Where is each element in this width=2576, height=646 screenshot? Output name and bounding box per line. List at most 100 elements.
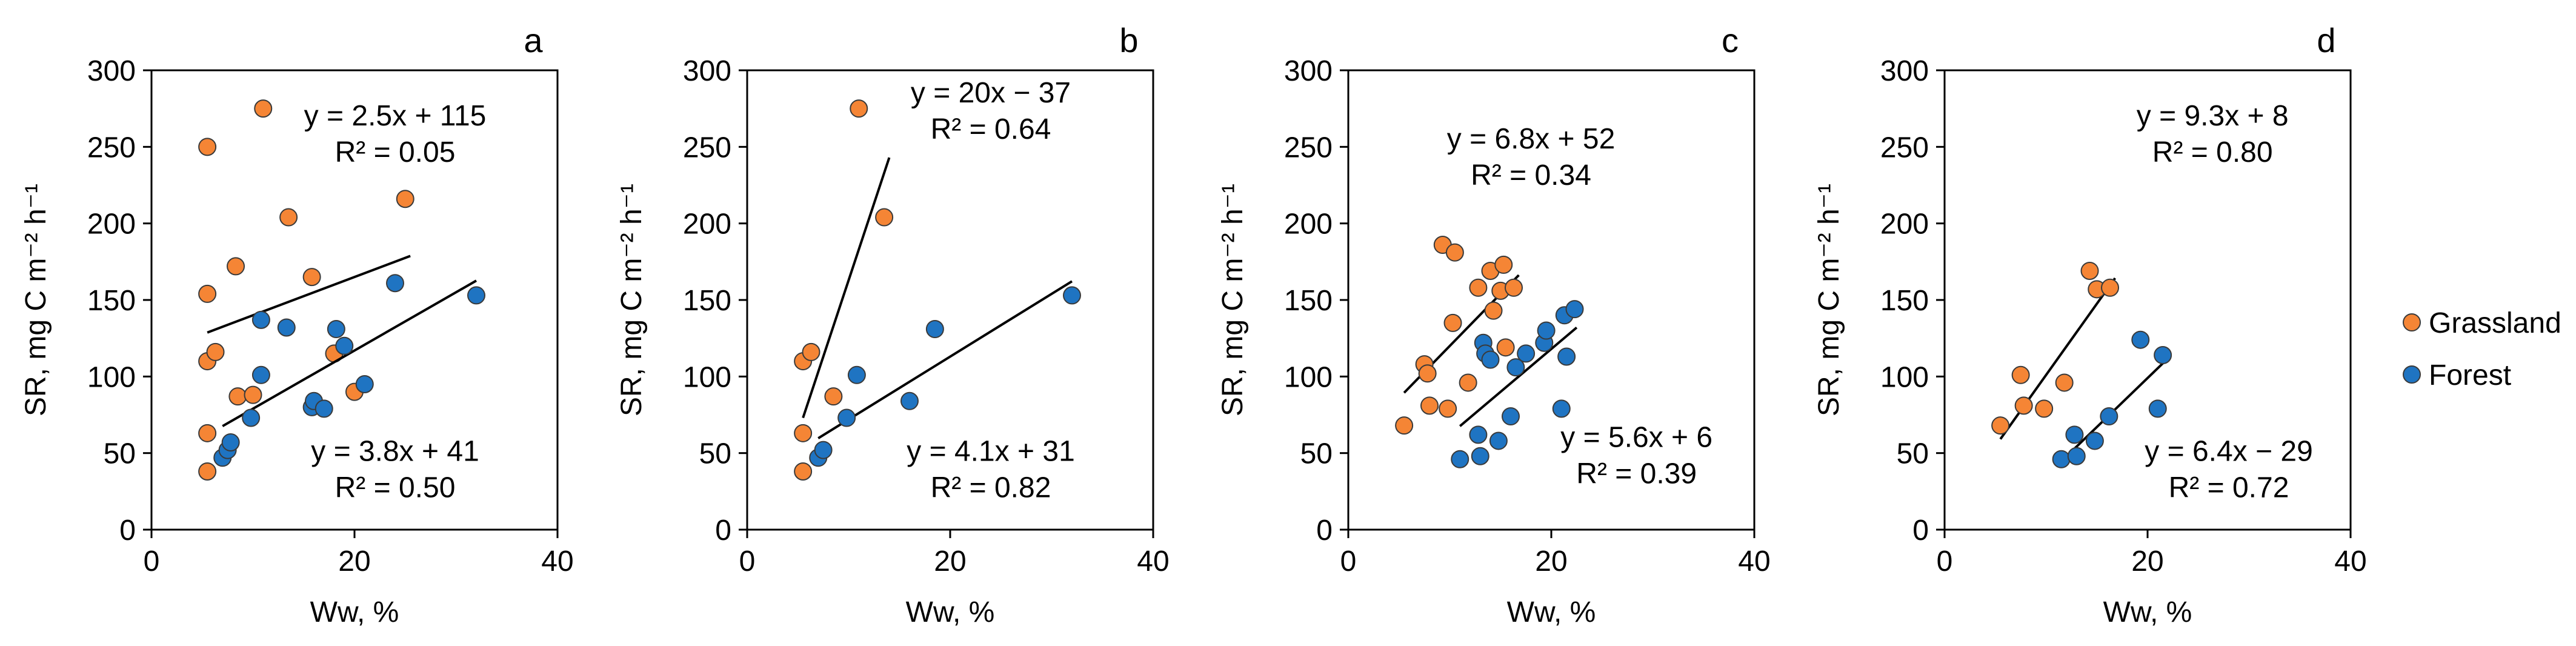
panel-a-forest-point [327, 320, 345, 339]
panel-a-y-axis-label: SR, mg C m⁻² h⁻¹ [20, 184, 52, 416]
panel-a-forest-point [277, 318, 296, 337]
panel-b-forest-point [847, 365, 866, 384]
legend-marker-forest [2403, 365, 2421, 384]
panel-a-y-tick-label: 50 [104, 438, 136, 470]
panel-b-forest-r-squared: R² = 0.82 [931, 471, 1051, 504]
panel-b-y-axis-label: SR, mg C m⁻² h⁻¹ [616, 184, 648, 416]
panel-c-grassland-point [1443, 313, 1462, 332]
panel-d-y-tick-label: 250 [1880, 132, 1929, 164]
panel-d-forest-point [2154, 345, 2172, 364]
panel-c-y-tick-label: 0 [1316, 514, 1333, 547]
panel-c-forest-point [1506, 358, 1525, 377]
panel-b-grassland-equation: y = 20x − 37 [911, 77, 1071, 109]
panel-b-y-tick-label: 0 [715, 514, 731, 547]
panel-a-grassland-point [228, 387, 247, 406]
panel-c-grassland-point [1420, 396, 1439, 415]
panel-c-grassland-point [1439, 399, 1457, 418]
panel-c-grassland-point [1505, 278, 1523, 297]
panel-c-x-axis-label: Ww, % [1507, 596, 1596, 628]
panel-d-forest-point [2067, 447, 2086, 465]
panel-b-forest-point [925, 320, 944, 339]
panel-b-y-tick-label: 200 [683, 208, 731, 241]
panel-a-grassland-point [244, 385, 262, 404]
panel-c-grassland-r-squared: R² = 0.34 [1471, 159, 1591, 191]
panel-b-grassland-point [824, 387, 843, 406]
panel-a-grassland-point [198, 424, 217, 442]
panel-d-grassland-point [2011, 365, 2030, 384]
panel-d-y-tick-label: 200 [1880, 208, 1929, 241]
panel-a-grassland-point [396, 190, 414, 208]
panel-a-forest-point [335, 336, 354, 355]
panel-a-grassland-point [227, 257, 245, 276]
panel-a-grassland-point [279, 208, 298, 227]
panel-a-grassland-point [198, 138, 217, 156]
panel-d-forest-point [2148, 399, 2167, 418]
panel-c-grassland-equation: y = 6.8x + 52 [1447, 123, 1616, 155]
panel-d-grassland-point [2035, 399, 2054, 418]
legend-marker-grassland [2403, 313, 2421, 331]
panel-d-grassland-point [2080, 261, 2099, 280]
panel-a-forest-point [467, 286, 485, 305]
panel-a-x-axis-label: Ww, % [310, 596, 399, 628]
panel-c-forest-point [1517, 344, 1536, 363]
panel-b-letter-label: b [1119, 21, 1138, 59]
panel-b-grassland-r-squared: R² = 0.64 [931, 113, 1051, 145]
panel-a-letter-label: a [524, 21, 543, 59]
panel-c-forest-point [1557, 347, 1576, 366]
panel-a-grassland-trendline [207, 255, 411, 334]
panel-d-grassland-equation: y = 9.3x + 8 [2137, 100, 2289, 132]
panel-a-forest-point [251, 365, 270, 384]
panel-a-y-tick-label: 300 [87, 55, 136, 87]
panel-c-grassland-point [1459, 373, 1477, 392]
panel-b-y-tick-label: 100 [683, 361, 731, 393]
panel-a-x-tick-label: 20 [338, 545, 370, 578]
panel-c-letter-label: c [1722, 21, 1739, 59]
panel-a-forest-point [242, 408, 261, 427]
panel-d-forest-r-squared: R² = 0.72 [2169, 471, 2289, 504]
panel-c-y-tick-label: 250 [1284, 132, 1333, 164]
panel-a-y-tick-label: 0 [119, 514, 136, 547]
panel-c-forest-point [1537, 321, 1556, 340]
panel-d-forest-point [2085, 431, 2104, 450]
panel-a-y-tick-label: 100 [87, 361, 136, 393]
panel-c-grassland-point [1484, 301, 1503, 320]
panel-b-grassland-trendline [802, 157, 891, 419]
panel-c-grassland-point [1496, 338, 1515, 357]
panel-d-letter-label: d [2317, 21, 2335, 59]
panel-b-y-tick-label: 150 [683, 285, 731, 317]
panel-a-grassland-point [254, 99, 273, 118]
panel-c-forest-point [1502, 407, 1520, 426]
panel-c-y-tick-label: 50 [1300, 438, 1333, 470]
panel-c-forest-point [1489, 431, 1508, 450]
panel-a-grassland-point [198, 462, 217, 481]
panel-d-grassland-point [2055, 373, 2074, 392]
panel-b-forest-point [900, 391, 919, 410]
legend-label-grassland: Grassland [2429, 307, 2561, 339]
panel-d-forest-equation: y = 6.4x − 29 [2145, 435, 2313, 467]
panel-c-forest-point [1469, 425, 1488, 444]
panel-a-grassland-point [206, 342, 225, 361]
panel-b-x-tick-label: 0 [739, 545, 756, 578]
panel-c-grassland-point [1418, 364, 1437, 383]
panel-c-forest-point [1481, 350, 1500, 369]
panel-d-grassland-point [1991, 416, 2010, 435]
panel-b-forest-point [837, 408, 856, 427]
panel-b-forest-trendline [817, 280, 1073, 439]
panel-a-grassland-equation: y = 2.5x + 115 [304, 100, 487, 132]
panel-a-grassland-point [302, 268, 321, 287]
panel-d-grassland-trendline [1999, 277, 2117, 440]
panel-b-grassland-point [802, 342, 820, 361]
panel-d-x-axis-label: Ww, % [2103, 596, 2192, 628]
panel-d-x-tick-label: 20 [2131, 545, 2163, 578]
panel-a-forest-point [251, 310, 270, 329]
panel-c-grassland-point [1469, 278, 1488, 297]
panel-a-forest-point [221, 433, 240, 451]
panel-c-forest-equation: y = 5.6x + 6 [1560, 422, 1712, 454]
panel-c-forest-point [1565, 300, 1584, 319]
panel-a-forest-point [386, 274, 404, 293]
panel-a-forest-point [355, 375, 374, 393]
panel-b-y-tick-label: 300 [683, 55, 731, 87]
panel-c-x-tick-label: 20 [1535, 545, 1567, 578]
